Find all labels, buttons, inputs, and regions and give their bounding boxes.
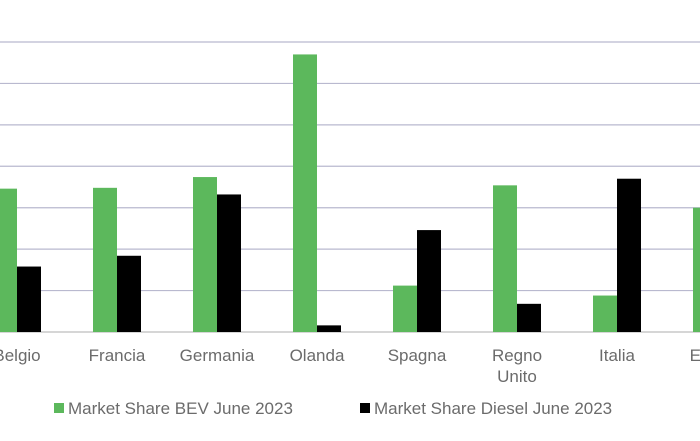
bar-bev [93, 187, 117, 332]
legend-swatch [360, 403, 370, 413]
legend: Market Share BEV June 2023 Market Share D… [54, 399, 612, 418]
bar-diesel [217, 194, 241, 332]
bar-bev [493, 185, 517, 332]
bar-diesel [417, 230, 441, 332]
legend-swatch [54, 403, 64, 413]
x-tick-label: Germania [180, 346, 255, 365]
bar-bev [0, 188, 17, 332]
bar-diesel [117, 255, 141, 332]
x-axis-labels: Belgio Francia Germania Olanda Spagna Regno Un… [0, 346, 700, 386]
bar-diesel [617, 178, 641, 332]
bar-bev [193, 177, 217, 332]
bar-diesel [17, 266, 41, 332]
bar-bev [693, 207, 700, 332]
x-tick-label: Europa [690, 346, 700, 365]
x-tick-label: Unito [497, 367, 537, 386]
legend-label: Market Share Diesel June 2023 [374, 399, 612, 418]
bar-diesel [517, 303, 541, 332]
bar-bev [293, 54, 317, 333]
x-tick-label: Spagna [388, 346, 447, 365]
x-tick-label: Francia [89, 346, 146, 365]
bar-bev [593, 295, 617, 332]
x-tick-label: Italia [599, 346, 635, 365]
x-tick-label: Belgio [0, 346, 41, 365]
bar-bev [393, 285, 417, 332]
x-tick-label: Olanda [290, 346, 345, 365]
x-tick-label: Regno [492, 346, 542, 365]
bars [0, 54, 700, 333]
bar-diesel [317, 325, 341, 332]
legend-label: Market Share BEV June 2023 [68, 399, 293, 418]
